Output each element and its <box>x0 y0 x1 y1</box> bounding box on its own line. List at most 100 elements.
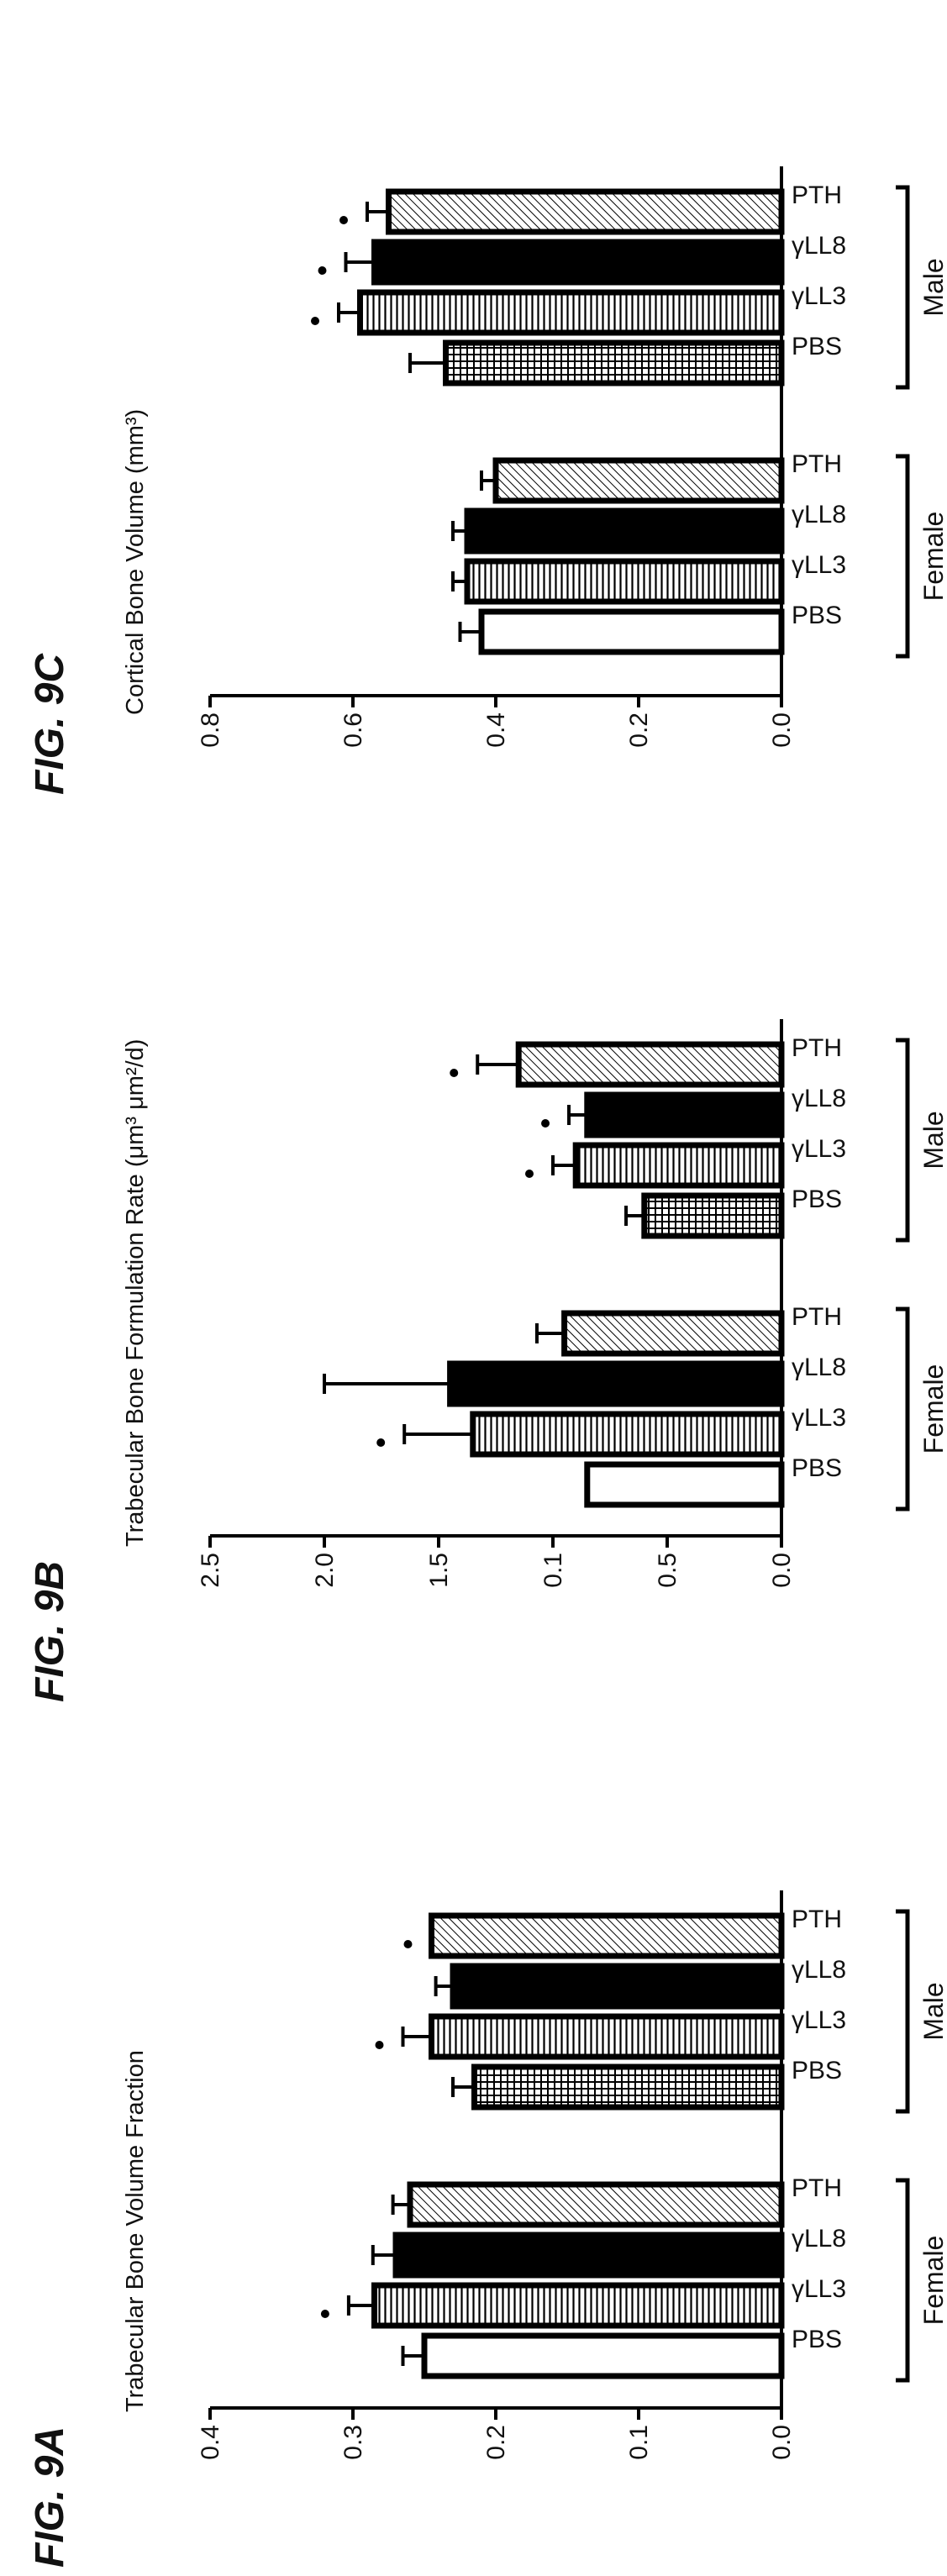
category-label: PBS <box>792 2057 842 2084</box>
y-tick-label: 0.2 <box>482 2425 510 2460</box>
category-label: γLL3 <box>792 2275 846 2303</box>
bar <box>584 1091 785 1138</box>
y-tick-label: 0.4 <box>482 712 510 748</box>
group-bracket <box>896 1909 910 2114</box>
category-label: γLL8 <box>792 1956 846 1984</box>
group-label: Male <box>918 258 947 316</box>
group-bracket <box>896 454 910 659</box>
figure-label: FIG. 9C <box>28 653 72 795</box>
category-label: PBS <box>792 2326 842 2353</box>
y-tick-label: 0.2 <box>625 712 653 748</box>
bar <box>515 1041 785 1088</box>
group-bracket <box>896 185 910 390</box>
group-bracket <box>896 1038 910 1243</box>
significance-dot <box>541 1119 550 1128</box>
bar <box>429 2013 785 2060</box>
category-label: γLL3 <box>792 2006 846 2034</box>
category-label: γLL3 <box>792 551 846 579</box>
significance-dot <box>320 2310 329 2318</box>
bar <box>450 1963 785 2010</box>
bar <box>561 1310 785 1357</box>
y-tick-label: 0.4 <box>197 2425 224 2460</box>
bar <box>386 188 785 235</box>
category-label: γLL3 <box>792 1135 846 1163</box>
group-bracket <box>896 2178 910 2383</box>
significance-dot <box>318 266 327 275</box>
plot-area: 0.8 0.6 0.4 0.2 0.0 PBS γLL3 γLL8 PTH PBS γLL3 γLL8… <box>197 166 947 748</box>
bar <box>470 1411 785 1458</box>
bar <box>572 1142 785 1189</box>
significance-dot <box>339 216 348 224</box>
y-axis-title: Trabecular Bone Formulation Rate (μm³ μm… <box>122 1039 149 1547</box>
significance-dot <box>403 1940 413 1948</box>
category-label: PTH <box>792 1906 842 1933</box>
y-tick-label: 0.8 <box>197 712 224 748</box>
bar <box>443 339 785 386</box>
category-label: γLL3 <box>792 282 846 310</box>
significance-dot <box>376 1438 386 1447</box>
category-label: PBS <box>792 1454 842 1482</box>
bar <box>371 2282 785 2329</box>
category-label: γLL8 <box>792 1354 846 1381</box>
bar <box>492 457 785 504</box>
category-label: PBS <box>792 1185 842 1213</box>
plot-area: 2.5 2.0 1.5 0.1 0.5 0.0 PBS γLL3 γLL8 PTH PBS γLL3 γ… <box>197 1019 947 1588</box>
bar <box>478 608 785 655</box>
bar <box>392 2232 785 2279</box>
y-tick-label: 0.0 <box>768 1553 796 1588</box>
bar <box>447 1360 785 1407</box>
significance-dot <box>375 2041 384 2049</box>
group-label: Female <box>918 512 947 602</box>
bar <box>421 2332 785 2379</box>
panel-fig-9b: FIG. 9B Trabecular Bone Formulation Rate… <box>28 1019 947 1702</box>
category-label: PTH <box>792 1303 842 1331</box>
y-tick-label: 0.0 <box>768 2425 796 2460</box>
bar <box>407 2181 785 2228</box>
panel-fig-9a: FIG. 9A Trabecular Bone Volume Fraction … <box>28 1890 947 2568</box>
category-label: γLL3 <box>792 1404 846 1432</box>
bar <box>371 239 785 286</box>
category-label: PTH <box>792 181 842 209</box>
category-label: PTH <box>792 2174 842 2202</box>
bar <box>357 289 785 336</box>
y-tick-label: 0.5 <box>654 1553 681 1588</box>
y-tick-label: 0.1 <box>539 1553 567 1588</box>
significance-dot <box>311 317 319 325</box>
y-tick-label: 0.6 <box>339 712 367 748</box>
category-label: PTH <box>792 450 842 478</box>
y-tick-label: 1.5 <box>425 1553 453 1588</box>
group-bracket <box>896 1306 910 1511</box>
y-tick-label: 0.3 <box>339 2425 367 2460</box>
category-label: PBS <box>792 602 842 629</box>
group-label: Female <box>918 1364 947 1454</box>
bar <box>641 1192 785 1239</box>
y-axis-title: Cortical Bone Volume (mm³) <box>122 409 149 715</box>
bar <box>471 2063 785 2111</box>
category-label: PBS <box>792 333 842 360</box>
figure-label: FIG. 9A <box>28 2426 72 2568</box>
bar <box>464 507 785 555</box>
y-axis-title: Trabecular Bone Volume Fraction <box>122 2050 149 2412</box>
plot-area: 0.4 0.3 0.2 0.1 0.0 PBS γLL3 γLL8 PTH PBS γLL3 γLL8… <box>197 1890 947 2460</box>
y-tick-label: 0.0 <box>768 712 796 748</box>
group-label: Female <box>918 2236 947 2326</box>
category-label: γLL8 <box>792 1085 846 1112</box>
bar <box>429 1912 785 1959</box>
category-label: γLL8 <box>792 2225 846 2253</box>
bar <box>464 558 785 605</box>
figure-label: FIG. 9B <box>28 1561 72 1702</box>
group-label: Male <box>918 1111 947 1169</box>
y-tick-label: 2.5 <box>197 1553 224 1588</box>
category-label: γLL8 <box>792 501 846 528</box>
category-label: PTH <box>792 1034 842 1062</box>
group-label: Male <box>918 1982 947 2040</box>
y-tick-label: 2.0 <box>311 1553 339 1588</box>
significance-dot <box>525 1170 534 1178</box>
significance-dot <box>450 1069 459 1077</box>
panel-fig-9c: FIG. 9C Cortical Bone Volume (mm³) 0.8 0.… <box>28 166 947 795</box>
bar <box>584 1461 785 1508</box>
y-tick-label: 0.1 <box>625 2425 653 2460</box>
